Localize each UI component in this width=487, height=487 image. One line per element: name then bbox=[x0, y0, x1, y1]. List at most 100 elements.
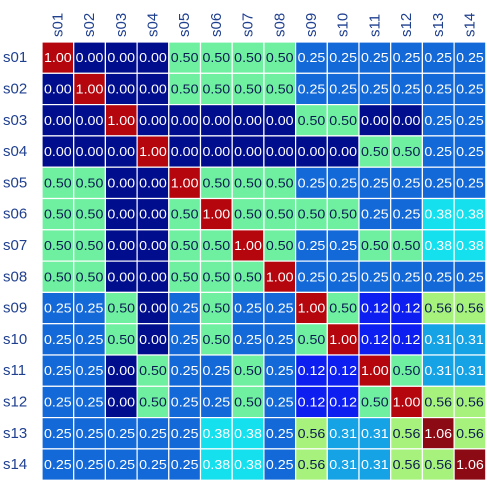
column-label-s01: s01 bbox=[49, 13, 66, 37]
cell-value-s06-s13: 0.38 bbox=[424, 207, 452, 222]
cell-value-s05-s10: 0.25 bbox=[329, 175, 357, 190]
column-label-s06: s06 bbox=[208, 13, 225, 37]
cell-value-s14-s07: 0.38 bbox=[234, 457, 262, 472]
cell-value-s14-s03: 0.25 bbox=[107, 457, 135, 472]
cell-value-s08-s06: 0.50 bbox=[203, 269, 231, 284]
heatmap-cell-s02-s08 bbox=[263, 72, 297, 106]
cell-value-s08-s07: 0.50 bbox=[234, 269, 262, 284]
cell-value-s06-s03: 0.00 bbox=[107, 207, 135, 222]
cell-value-s13-s02: 0.25 bbox=[76, 426, 104, 441]
column-tick-labels: s01 s02 s03 s04 s05 s06 s07 s08 s09 s10 s11 s12 s13 s… bbox=[49, 13, 478, 37]
cell-value-s08-s14: 0.25 bbox=[456, 269, 484, 284]
heatmap-cell-s05-s03 bbox=[104, 166, 138, 200]
cell-value-s13-s07: 0.38 bbox=[234, 426, 262, 441]
cell-value-s03-s11: 0.00 bbox=[361, 113, 389, 128]
cell-value-s04-s02: 0.00 bbox=[76, 144, 104, 159]
cell-value-s03-s05: 0.00 bbox=[171, 113, 199, 128]
heatmap-cell-s04-s12 bbox=[390, 135, 424, 168]
cell-value-s01-s04: 0.00 bbox=[139, 50, 167, 65]
heatmap-cell-s01-s08 bbox=[263, 41, 297, 74]
cell-value-s03-s04: 0.00 bbox=[139, 113, 167, 128]
cell-value-s06-s02: 0.50 bbox=[76, 207, 104, 222]
heatmap-cell-s09-s03 bbox=[104, 291, 138, 325]
cell-value-s09-s04: 0.00 bbox=[139, 301, 167, 316]
heatmap-cell-s10-s08 bbox=[263, 323, 297, 356]
cell-value-s05-s01: 0.50 bbox=[44, 175, 72, 190]
cell-value-s07-s10: 0.25 bbox=[329, 238, 357, 253]
heatmap-cell-s10-s03 bbox=[104, 323, 138, 356]
cell-value-s10-s02: 0.25 bbox=[76, 332, 104, 347]
cell-value-s01-s12: 0.25 bbox=[393, 50, 421, 65]
cell-value-s09-s14: 0.56 bbox=[456, 301, 484, 316]
heatmap-cell-s14-s09 bbox=[295, 448, 328, 481]
cell-value-s04-s05: 0.00 bbox=[171, 144, 199, 159]
heatmap-cell-s08-s04 bbox=[136, 260, 170, 294]
cell-value-s13-s10: 0.31 bbox=[329, 426, 357, 441]
heatmap-cell-s09-s14 bbox=[453, 291, 487, 325]
heatmap-cell-s11-s10 bbox=[326, 354, 360, 387]
cell-value-s14-s14: 1.06 bbox=[456, 457, 484, 472]
cell-value-s05-s06: 0.50 bbox=[203, 175, 231, 190]
heatmap-cell-s11-s09 bbox=[295, 354, 328, 387]
heatmap-cells bbox=[41, 41, 487, 481]
cell-value-s11-s08: 0.25 bbox=[266, 363, 294, 378]
heatmap-cell-s12-s14 bbox=[453, 385, 487, 419]
heatmap-cell-s14-s06 bbox=[199, 448, 233, 481]
cell-value-s02-s13: 0.25 bbox=[424, 81, 452, 96]
heatmap-cell-s01-s12 bbox=[390, 41, 424, 74]
cell-value-s14-s01: 0.25 bbox=[44, 457, 72, 472]
cell-value-s01-s09: 0.25 bbox=[298, 50, 326, 65]
heatmap-cell-s02-s02 bbox=[73, 72, 106, 106]
column-label-s09: s09 bbox=[303, 13, 320, 37]
heatmap-cell-s12-s01 bbox=[41, 385, 75, 419]
cell-value-s04-s13: 0.25 bbox=[424, 144, 452, 159]
cell-value-s04-s08: 0.00 bbox=[266, 144, 294, 159]
cell-value-s10-s13: 0.31 bbox=[424, 332, 452, 347]
cell-value-s08-s01: 0.50 bbox=[44, 269, 72, 284]
column-label-s13: s13 bbox=[430, 13, 447, 37]
heatmap-cell-s01-s06 bbox=[199, 41, 233, 74]
cell-value-s14-s12: 0.56 bbox=[393, 457, 421, 472]
cell-value-s07-s06: 0.50 bbox=[203, 238, 231, 253]
heatmap-cell-s06-s11 bbox=[358, 197, 392, 231]
cell-value-s14-s11: 0.31 bbox=[361, 457, 389, 472]
cell-value-s06-s14: 0.38 bbox=[456, 207, 484, 222]
heatmap-cell-s04-s06 bbox=[199, 135, 233, 168]
heatmap-cell-s04-s03 bbox=[104, 135, 138, 168]
cell-value-s07-s11: 0.50 bbox=[361, 238, 389, 253]
cell-value-s09-s06: 0.50 bbox=[203, 301, 231, 316]
cell-value-s10-s01: 0.25 bbox=[44, 332, 72, 347]
heatmap-cell-s08-s01 bbox=[41, 260, 75, 294]
cell-value-s05-s02: 0.50 bbox=[76, 175, 104, 190]
cell-value-s09-s02: 0.25 bbox=[76, 301, 104, 316]
cell-value-s10-s10: 1.00 bbox=[329, 332, 357, 347]
cell-value-s09-s05: 0.25 bbox=[171, 301, 199, 316]
column-label-s14: s14 bbox=[461, 13, 478, 37]
row-label-s12: s12 bbox=[3, 393, 27, 410]
heatmap-cell-s04-s08 bbox=[263, 135, 297, 168]
cell-value-s08-s08: 1.00 bbox=[266, 269, 294, 284]
cell-value-s05-s14: 0.25 bbox=[456, 175, 484, 190]
cell-value-s01-s11: 0.25 bbox=[361, 50, 389, 65]
cell-value-s05-s12: 0.25 bbox=[393, 175, 421, 190]
heatmap-cell-s02-s07 bbox=[231, 72, 265, 106]
cell-value-s13-s05: 0.25 bbox=[171, 426, 199, 441]
heatmap-cell-s14-s07 bbox=[231, 448, 265, 481]
heatmap-cell-s03-s01 bbox=[41, 103, 75, 137]
cell-value-s14-s02: 0.25 bbox=[76, 457, 104, 472]
cell-value-s12-s04: 0.50 bbox=[139, 394, 167, 409]
heatmap-cell-s13-s11 bbox=[358, 417, 392, 450]
cell-value-s07-s12: 0.50 bbox=[393, 238, 421, 253]
cell-value-s02-s03: 0.00 bbox=[107, 81, 135, 96]
cell-value-s09-s08: 0.25 bbox=[266, 301, 294, 316]
cell-value-s04-s10: 0.00 bbox=[329, 144, 357, 159]
heatmap-cell-s03-s08 bbox=[263, 103, 297, 137]
cell-value-s01-s03: 0.00 bbox=[107, 50, 135, 65]
heatmap-cell-s06-s12 bbox=[390, 197, 424, 231]
heatmap-cell-s07-s01 bbox=[41, 229, 75, 262]
cell-value-s01-s06: 0.50 bbox=[203, 50, 231, 65]
cell-value-s06-s01: 0.50 bbox=[44, 207, 72, 222]
cell-value-s11-s13: 0.31 bbox=[424, 363, 452, 378]
cell-value-s11-s12: 0.50 bbox=[393, 363, 421, 378]
row-label-s02: s02 bbox=[3, 80, 27, 97]
